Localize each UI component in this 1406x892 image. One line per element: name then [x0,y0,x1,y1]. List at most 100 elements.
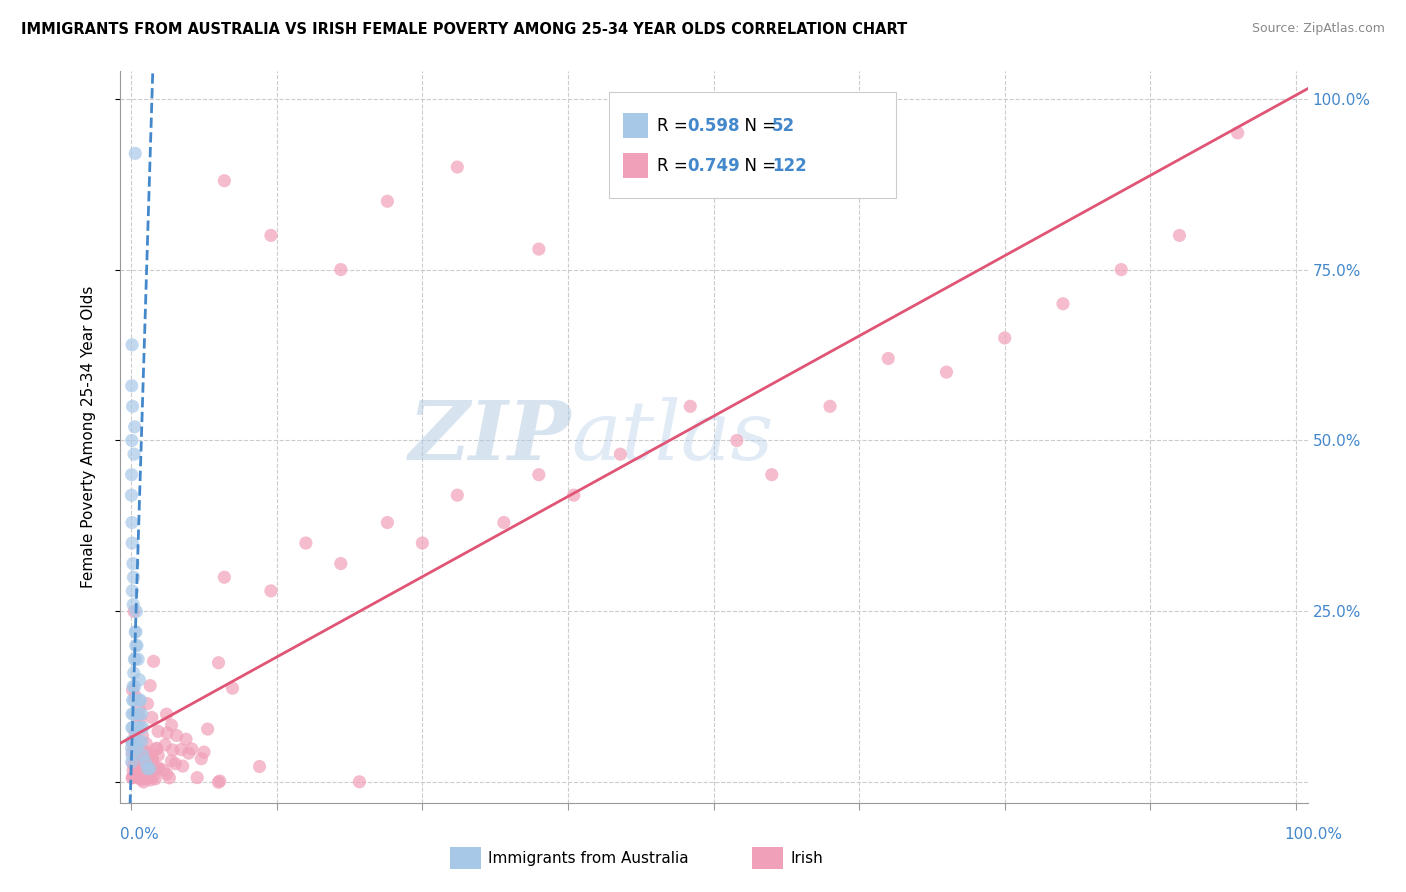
Point [446,488,468,502]
Point [174,732,197,747]
Point [136,762,159,776]
Point [142,654,165,668]
Point [121,467,143,482]
Point [122,447,145,461]
Point [207,775,229,789]
Text: R =: R = [657,117,693,135]
Point [139,679,162,693]
Point [141,760,163,774]
Point [121,379,143,393]
Point [131,772,153,787]
Point [162,743,184,757]
Point [121,706,143,721]
Point [197,722,219,736]
Point [121,756,143,771]
Point [132,721,155,735]
Point [127,721,149,735]
Point [135,737,157,751]
Point [214,570,236,584]
Point [177,746,200,760]
Point [221,681,243,696]
Point [128,760,150,774]
Point [562,488,585,502]
Point [877,351,900,366]
Point [124,689,146,703]
Point [132,747,155,762]
Point [134,755,156,769]
Point [131,706,153,721]
Point [260,228,283,243]
Point [329,262,352,277]
Point [1226,126,1249,140]
Point [121,721,143,735]
Point [136,771,159,785]
Point [329,557,352,571]
Point [124,769,146,783]
Point [122,557,145,571]
Point [166,729,188,743]
Point [129,767,152,781]
Point [128,708,150,723]
Text: IMMIGRANTS FROM AUSTRALIA VS IRISH FEMALE POVERTY AMONG 25-34 YEAR OLDS CORRELAT: IMMIGRANTS FROM AUSTRALIA VS IRISH FEMAL… [21,22,907,37]
Point [1052,297,1074,311]
Text: 52: 52 [772,117,794,135]
Point [121,400,143,414]
Point [124,680,146,694]
Point [121,734,143,748]
Point [121,583,143,598]
Point [131,734,153,748]
Point [132,750,155,764]
Text: 122: 122 [772,157,807,175]
Point [125,741,148,756]
Point [127,652,149,666]
Point [128,713,150,727]
Point [121,736,143,750]
Text: ZIP: ZIP [408,397,571,477]
Point [125,624,148,639]
Point [121,771,143,785]
Point [121,488,143,502]
Point [124,420,146,434]
Point [193,745,215,759]
Point [128,673,150,687]
Point [124,744,146,758]
Point [136,750,159,764]
Point [725,434,748,448]
Point [1168,228,1191,243]
Point [160,754,183,768]
Point [124,652,146,666]
Point [190,752,212,766]
Point [122,764,145,778]
Text: Immigrants from Australia: Immigrants from Australia [488,851,689,865]
Point [121,536,143,550]
Point [207,656,229,670]
Text: 0.0%: 0.0% [120,827,159,841]
Point [527,467,550,482]
Point [121,734,143,748]
Point [124,726,146,740]
Point [609,447,631,461]
Text: 0.749: 0.749 [688,157,741,175]
Point [124,624,146,639]
Point [260,583,283,598]
Point [761,467,783,482]
Point [172,759,194,773]
Text: 100.0%: 100.0% [1285,827,1343,841]
Point [295,536,318,550]
Point [129,693,152,707]
Point [155,738,177,752]
Point [125,639,148,653]
Y-axis label: Female Poverty Among 25-34 Year Olds: Female Poverty Among 25-34 Year Olds [82,286,96,588]
Point [132,743,155,757]
Point [180,742,202,756]
Point [935,365,957,379]
Point [136,697,159,711]
Text: 0.598: 0.598 [688,117,740,135]
Point [139,762,162,776]
Point [121,434,143,448]
Point [121,338,143,352]
Point [446,160,468,174]
Text: Source: ZipAtlas.com: Source: ZipAtlas.com [1251,22,1385,36]
Point [146,748,169,763]
Point [128,693,150,707]
